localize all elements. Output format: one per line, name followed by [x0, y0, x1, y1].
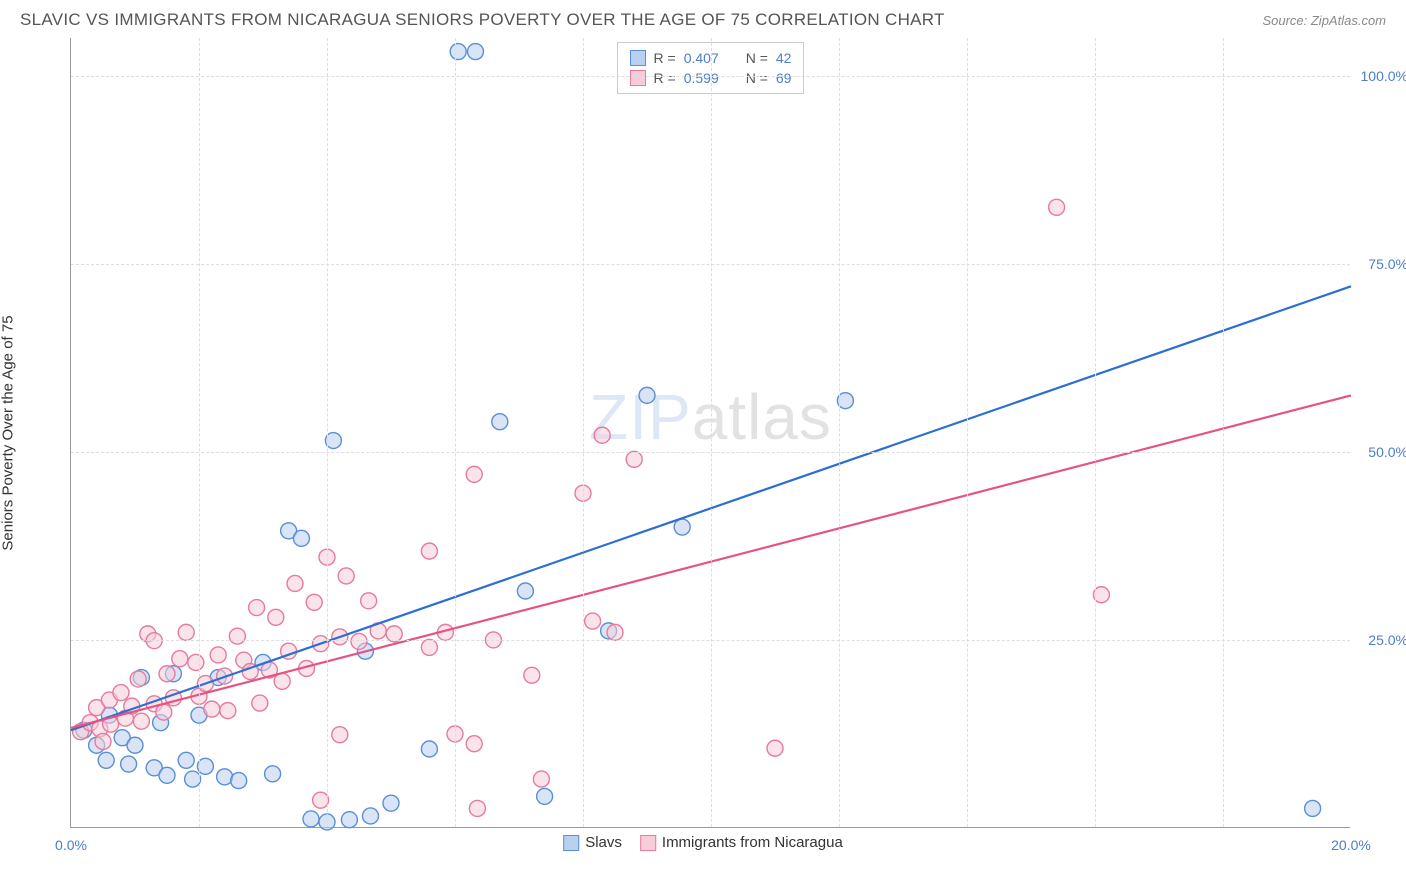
scatter-point	[274, 673, 290, 689]
scatter-point	[492, 414, 508, 430]
scatter-point	[421, 741, 437, 757]
scatter-point	[338, 568, 354, 584]
scatter-point	[188, 654, 204, 670]
scatter-point	[229, 628, 245, 644]
r-value: 0.599	[684, 70, 730, 86]
r-label: R =	[654, 70, 676, 86]
scatter-point	[533, 771, 549, 787]
r-label: R =	[654, 50, 676, 66]
series-legend: Slavs Immigrants from Nicaragua	[563, 834, 843, 851]
scatter-point	[113, 685, 129, 701]
scatter-point	[585, 613, 601, 629]
chart-title: SLAVIC VS IMMIGRANTS FROM NICARAGUA SENI…	[20, 10, 945, 30]
scatter-point	[159, 666, 175, 682]
scatter-point	[178, 752, 194, 768]
legend-label: Slavs	[585, 834, 622, 851]
n-value: 42	[776, 50, 792, 66]
scatter-point	[1305, 800, 1321, 816]
scatter-point	[450, 44, 466, 60]
legend-label: Immigrants from Nicaragua	[662, 834, 843, 851]
scatter-point	[178, 624, 194, 640]
scatter-point	[767, 740, 783, 756]
vgridline	[327, 38, 328, 827]
scatter-point	[252, 695, 268, 711]
scatter-point	[133, 713, 149, 729]
scatter-point	[210, 647, 226, 663]
scatter-point	[98, 752, 114, 768]
legend-swatch	[563, 835, 579, 851]
vgridline	[1095, 38, 1096, 827]
scatter-point	[361, 593, 377, 609]
scatter-point	[537, 788, 553, 804]
scatter-point	[469, 800, 485, 816]
scatter-point	[351, 633, 367, 649]
scatter-point	[467, 44, 483, 60]
vgridline	[583, 38, 584, 827]
chart-container: Seniors Poverty Over the Age of 75 ZIPat…	[20, 38, 1386, 868]
scatter-point	[220, 703, 236, 719]
plot-area: ZIPatlas R =0.407N =42R =0.599N =69 25.0…	[70, 38, 1350, 828]
scatter-point	[159, 767, 175, 783]
scatter-point	[172, 651, 188, 667]
scatter-point	[287, 575, 303, 591]
y-tick-label: 50.0%	[1368, 444, 1406, 460]
scatter-point	[517, 583, 533, 599]
legend-swatch	[630, 50, 646, 66]
y-axis-label: Seniors Poverty Over the Age of 75	[0, 315, 17, 550]
scatter-point	[626, 451, 642, 467]
scatter-point	[1049, 199, 1065, 215]
scatter-point	[363, 808, 379, 824]
y-tick-label: 25.0%	[1368, 632, 1406, 648]
n-label: N =	[746, 50, 768, 66]
scatter-point	[231, 773, 247, 789]
scatter-point	[268, 609, 284, 625]
vgridline	[839, 38, 840, 827]
scatter-point	[293, 530, 309, 546]
scatter-point	[341, 812, 357, 828]
legend-item: Immigrants from Nicaragua	[640, 834, 843, 851]
scatter-point	[127, 737, 143, 753]
scatter-point	[306, 594, 322, 610]
scatter-point	[249, 600, 265, 616]
scatter-point	[524, 667, 540, 683]
scatter-point	[95, 733, 111, 749]
scatter-point	[130, 671, 146, 687]
scatter-point	[156, 704, 172, 720]
scatter-point	[674, 519, 690, 535]
vgridline	[967, 38, 968, 827]
scatter-point	[332, 727, 348, 743]
scatter-point	[421, 543, 437, 559]
chart-header: SLAVIC VS IMMIGRANTS FROM NICARAGUA SENI…	[0, 0, 1406, 38]
scatter-point	[607, 624, 623, 640]
scatter-point	[204, 701, 220, 717]
scatter-point	[303, 811, 319, 827]
y-tick-label: 100.0%	[1361, 68, 1406, 84]
scatter-point	[121, 756, 137, 772]
scatter-point	[466, 736, 482, 752]
scatter-point	[421, 639, 437, 655]
x-tick-label: 0.0%	[55, 837, 87, 853]
scatter-point	[265, 766, 281, 782]
scatter-point	[383, 795, 399, 811]
legend-swatch	[630, 70, 646, 86]
chart-source: Source: ZipAtlas.com	[1262, 13, 1386, 28]
scatter-point	[639, 387, 655, 403]
scatter-point	[466, 466, 482, 482]
scatter-point	[594, 427, 610, 443]
legend-item: Slavs	[563, 834, 622, 851]
n-label: N =	[746, 70, 768, 86]
r-value: 0.407	[684, 50, 730, 66]
vgridline	[199, 38, 200, 827]
n-value: 69	[776, 70, 792, 86]
vgridline	[711, 38, 712, 827]
vgridline	[1223, 38, 1224, 827]
legend-swatch	[640, 835, 656, 851]
x-tick-label: 20.0%	[1331, 837, 1371, 853]
vgridline	[455, 38, 456, 827]
y-tick-label: 75.0%	[1368, 256, 1406, 272]
